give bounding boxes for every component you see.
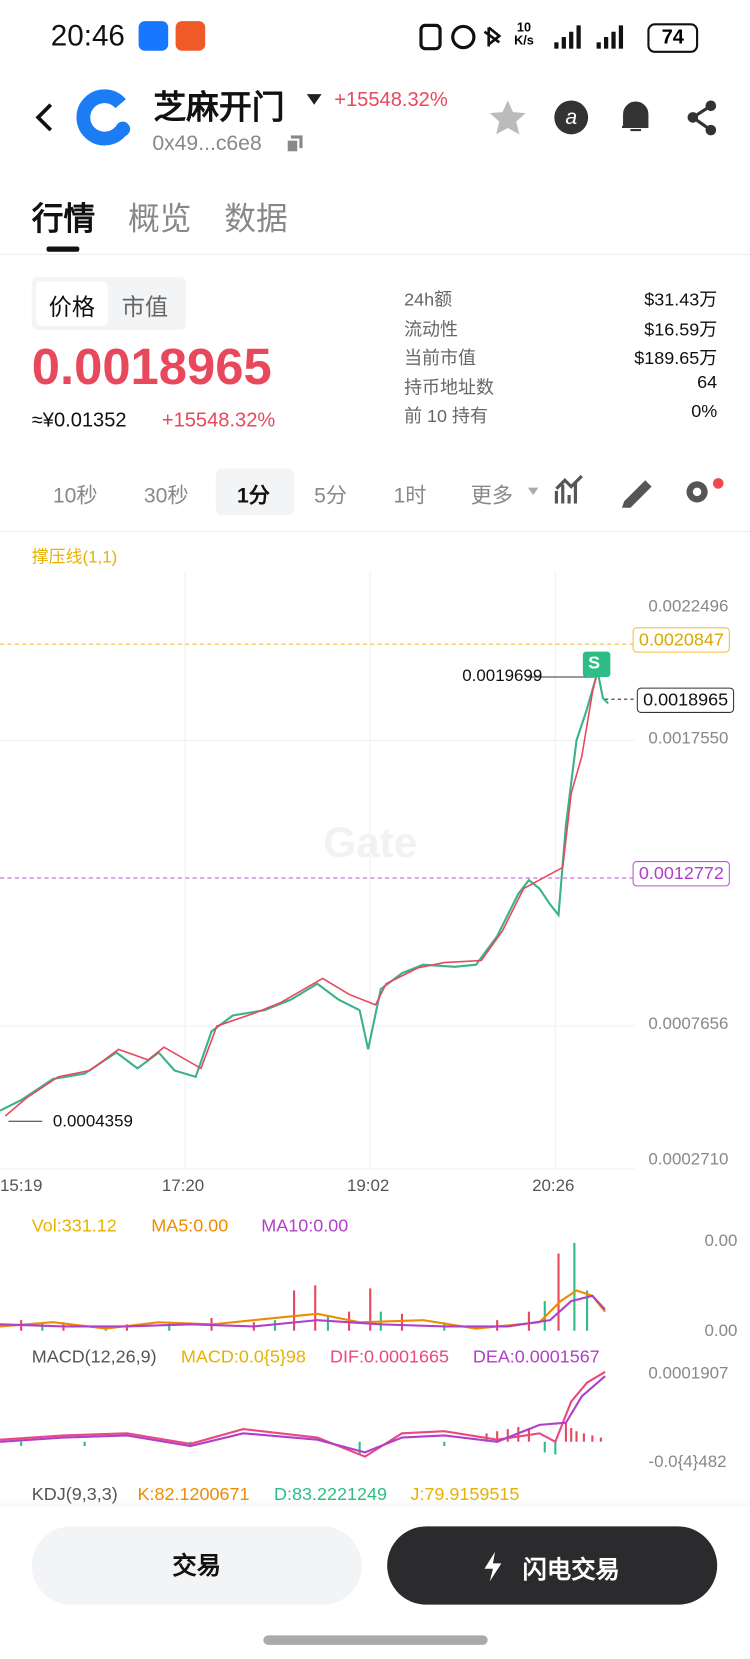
price-axis-label: 0.0002710	[648, 1150, 729, 1169]
battery: 74	[647, 23, 699, 53]
copy-icon[interactable]	[285, 134, 305, 154]
divider	[0, 531, 750, 533]
home-indicator	[263, 1635, 488, 1645]
header-change: +15548.32%	[334, 88, 448, 112]
net-value: 10	[516, 20, 532, 35]
interval-option[interactable]: 更多	[470, 484, 514, 508]
current-price-label: 0.0018965	[636, 687, 735, 713]
kline-chart: Gate	[0, 571, 635, 1170]
stat-label: 持币地址数	[404, 377, 494, 398]
time-label: 17:20	[161, 1177, 205, 1196]
dropdown-arrow	[306, 94, 322, 105]
tab[interactable]: 行情	[31, 202, 96, 237]
stat-value: $16.59万	[644, 318, 718, 340]
ma5-label: MA5:0.00	[151, 1215, 229, 1236]
stat-label: 流动性	[404, 318, 459, 340]
dropdown-arrow	[527, 487, 539, 496]
signal	[554, 25, 624, 49]
vol-label: Vol:331.12	[31, 1215, 117, 1236]
resistance-label: 0.0020847	[632, 627, 731, 653]
interval-option[interactable]: 10秒	[52, 484, 98, 508]
header-actions[interactable]: a	[487, 97, 730, 139]
interval-option[interactable]: 30秒	[143, 484, 189, 508]
interval-option[interactable]: 5分	[314, 484, 348, 508]
flash-trade-button[interactable]	[387, 1526, 718, 1605]
chart-tools[interactable]	[552, 474, 732, 510]
token-name[interactable]: 芝麻开门	[153, 88, 285, 126]
dif-value: DIF:0.0001665	[330, 1346, 450, 1367]
time-label: 19:02	[346, 1177, 390, 1196]
clock: 20:46	[50, 19, 125, 52]
macd-axis-label: -0.0{4}482	[648, 1453, 727, 1472]
toggle-option[interactable]: 市值	[121, 294, 169, 321]
vol-axis-label: 0.00	[704, 1232, 738, 1251]
stat-label: 24h额	[404, 289, 453, 310]
tab[interactable]: 数据	[224, 202, 288, 237]
indicator-label: 撑压线(1,1)	[31, 548, 118, 567]
lightning-icon	[484, 1551, 502, 1582]
net-speed: 10 K/s	[514, 21, 534, 46]
signal-marker: S	[588, 652, 601, 673]
svg-text:Gate: Gate	[323, 819, 417, 866]
svg-text:a: a	[565, 106, 577, 129]
price-axis-label: 0.0022496	[648, 597, 729, 616]
stat-label: 当前市值	[404, 348, 477, 369]
kdj-k: K:82.1200671	[137, 1484, 250, 1505]
time-label: 15:19	[0, 1177, 43, 1196]
stat-value: 64	[697, 371, 718, 392]
ma10-label: MA10:0.00	[261, 1215, 349, 1236]
interval-active-bg	[215, 468, 295, 516]
back-button[interactable]	[32, 102, 57, 134]
app-icon	[175, 21, 206, 51]
kdj-d: D:83.2221249	[273, 1484, 387, 1505]
stat-value: $31.43万	[644, 289, 718, 310]
flash-trade-label: 闪电交易	[522, 1556, 620, 1584]
token-address[interactable]: 0x49...c6e8	[152, 132, 262, 156]
vol-axis-label: 0.00	[704, 1322, 738, 1341]
price-change: +15548.32%	[161, 409, 276, 432]
high-label: 0.0019699	[462, 667, 543, 686]
kdj-j: J:79.9159515	[410, 1484, 520, 1505]
macd-value: MACD:0.0{5}98	[180, 1346, 306, 1367]
macd-title: MACD(12,26,9)	[31, 1346, 157, 1367]
support-label: 0.0012772	[632, 861, 731, 887]
kdj-title: KDJ(9,3,3)	[31, 1484, 118, 1505]
time-label: 20:26	[532, 1177, 575, 1196]
interval-option[interactable]: 1分	[236, 484, 270, 508]
interval-option[interactable]: 1时	[393, 484, 427, 508]
tab[interactable]: 概览	[127, 202, 192, 237]
price-cny: ≈¥0.01352	[31, 409, 127, 432]
toggle-active	[35, 281, 108, 326]
volume-chart	[0, 1242, 606, 1331]
status-icons	[419, 23, 502, 51]
stat-label: 前 10 持有	[404, 406, 489, 427]
macd-axis-label: 0.0001907	[648, 1364, 729, 1383]
dea-value: DEA:0.0001567	[472, 1346, 600, 1367]
net-unit: K/s	[514, 32, 534, 48]
tab-indicator	[46, 246, 80, 252]
app-icon	[138, 21, 169, 51]
trade-button[interactable]: 交易	[31, 1526, 362, 1605]
stat-value: $189.65万	[634, 348, 718, 369]
macd-chart	[0, 1371, 606, 1458]
price-axis-label: 0.0017550	[648, 729, 729, 748]
price-axis-label: 0.0007656	[648, 1015, 729, 1034]
toggle-option[interactable]: 价格	[48, 294, 96, 321]
token-logo	[76, 89, 131, 146]
price: 0.0018965	[31, 339, 272, 396]
low-label: 0.0004359	[52, 1112, 133, 1131]
stat-value: 0%	[691, 400, 718, 422]
divider	[0, 253, 750, 255]
